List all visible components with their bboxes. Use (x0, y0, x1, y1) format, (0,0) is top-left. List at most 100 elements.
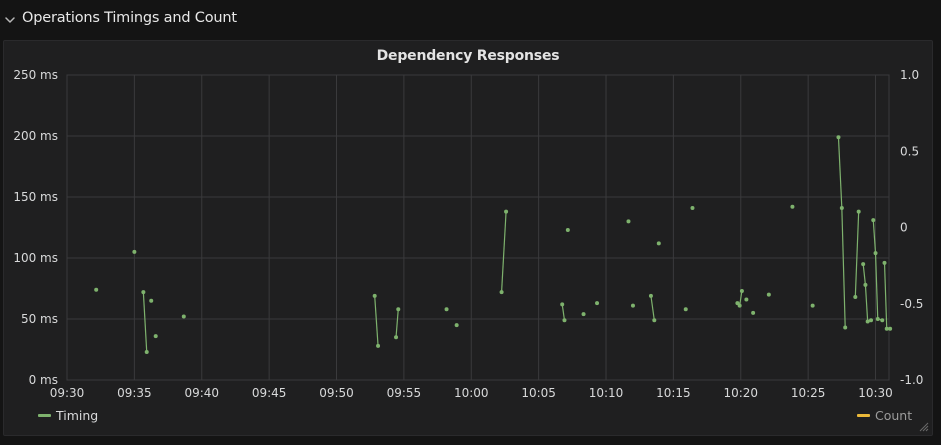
timing-data-point (149, 298, 154, 303)
x-tick-label: 10:05 (521, 386, 556, 400)
timing-data-point (843, 325, 848, 330)
x-axis: 09:30 09:35 09:40 09:45 09:50 09:55 10:00 10:05… (50, 386, 893, 400)
timing-data-point (444, 307, 449, 312)
legend-swatch-timing (38, 414, 51, 417)
y-left-tick-label: 150 ms (13, 190, 58, 204)
x-tick-label: 09:35 (117, 386, 152, 400)
timing-data-point (810, 303, 815, 308)
x-tick-label: 10:20 (723, 386, 758, 400)
x-tick-label: 09:45 (252, 386, 287, 400)
timing-data-point (869, 318, 874, 323)
y-right-tick-label: -0.5 (900, 297, 923, 311)
timing-line-segment (650, 295, 655, 321)
timing-data-point (376, 343, 381, 348)
y-right-tick-label: 1.0 (900, 68, 919, 82)
y-left-tick-label: 0 ms (29, 373, 58, 387)
timing-line-segment (500, 211, 507, 293)
timing-data-point (690, 205, 695, 210)
timing-data-point (865, 319, 870, 324)
timing-data-point (683, 307, 688, 312)
y-left-tick-label: 200 ms (13, 129, 58, 143)
timing-line-segment (739, 290, 743, 306)
timing-line-segment (864, 284, 869, 322)
x-tick-label: 09:30 (50, 386, 85, 400)
timing-data-point (856, 209, 861, 214)
plot-area (66, 74, 890, 381)
resize-handle-icon[interactable] (919, 422, 929, 432)
timing-data-point (372, 293, 377, 298)
timing-data-point (652, 318, 657, 323)
timing-data-point (626, 219, 631, 224)
series-timing (94, 135, 893, 354)
timing-data-point (839, 205, 844, 210)
timing-data-point (744, 297, 749, 302)
x-tick-label: 10:00 (454, 386, 489, 400)
legend-item-timing[interactable]: Timing (38, 408, 98, 423)
timing-line-segment (854, 211, 860, 298)
timing-data-point (853, 295, 858, 300)
chevron-down-icon[interactable] (4, 13, 16, 27)
x-tick-label: 10:10 (589, 386, 624, 400)
timing-line-segment (142, 292, 148, 352)
timing-data-point (132, 249, 137, 254)
timing-data-point (888, 326, 893, 331)
timing-data-point (871, 218, 876, 223)
timing-line-segment (883, 262, 888, 329)
y-left-tick-label: 100 ms (13, 251, 58, 265)
timing-line-segment (874, 253, 879, 320)
timing-line-segment (841, 207, 846, 328)
timing-data-point (394, 335, 399, 340)
dependency-responses-chart[interactable]: 0 ms 50 ms 100 ms 150 ms 200 ms 250 ms -1.0 -0… (4, 41, 932, 435)
x-tick-label: 10:15 (656, 386, 691, 400)
timing-data-point (656, 241, 661, 246)
panel-title[interactable]: Dependency Responses (376, 48, 560, 64)
timing-data-point (648, 293, 653, 298)
timing-data-point (737, 303, 742, 308)
timing-data-point (836, 135, 841, 140)
y-axis-left: 0 ms 50 ms 100 ms 150 ms 200 ms 250 ms (13, 68, 58, 387)
y-left-tick-label: 50 ms (21, 312, 58, 326)
timing-data-point (766, 292, 771, 297)
timing-data-point (396, 307, 401, 312)
y-right-tick-label: 0 (900, 221, 908, 235)
timing-line-segment (395, 309, 399, 338)
timing-data-point (790, 204, 795, 209)
timing-data-point (562, 318, 567, 323)
x-tick-label: 10:30 (858, 386, 893, 400)
y-axis-right: -1.0 -0.5 0 0.5 1.0 (900, 68, 923, 387)
x-tick-label: 09:50 (319, 386, 354, 400)
timing-data-point (454, 323, 459, 328)
timing-data-point (144, 349, 149, 354)
y-left-tick-label: 250 ms (13, 68, 58, 82)
timing-line-segment (872, 220, 877, 254)
legend-item-count[interactable]: Count (857, 408, 912, 423)
timing-data-point (861, 262, 866, 267)
timing-line-segment (374, 295, 379, 346)
legend-label-count: Count (875, 408, 913, 423)
timing-line-segment (561, 304, 566, 321)
row-title[interactable]: Operations Timings and Count (22, 10, 237, 26)
timing-data-point (863, 282, 868, 287)
timing-data-point (565, 227, 570, 232)
timing-data-point (181, 314, 186, 319)
x-tick-label: 09:55 (387, 386, 422, 400)
timing-data-point (884, 326, 889, 331)
timing-data-point (581, 312, 586, 317)
timing-data-point (751, 310, 756, 315)
y-right-tick-label: -1.0 (900, 373, 923, 387)
chart-grid (66, 74, 890, 381)
timing-line-segment (837, 137, 843, 209)
timing-data-point (504, 209, 509, 214)
chart-panel: Dependency Responses 0 ms 50 ms 100 ms 150 … (3, 40, 933, 436)
timing-data-point (873, 251, 878, 256)
timing-data-point (630, 303, 635, 308)
x-tick-label: 10:25 (791, 386, 826, 400)
timing-data-point (153, 334, 158, 339)
legend-swatch-count (857, 414, 870, 417)
timing-data-point (94, 287, 99, 292)
x-tick-label: 09:40 (184, 386, 219, 400)
timing-line-segment (862, 264, 867, 285)
timing-data-point (875, 317, 880, 321)
timing-data-point (739, 288, 744, 293)
row-header: Operations Timings and Count (0, 0, 941, 40)
